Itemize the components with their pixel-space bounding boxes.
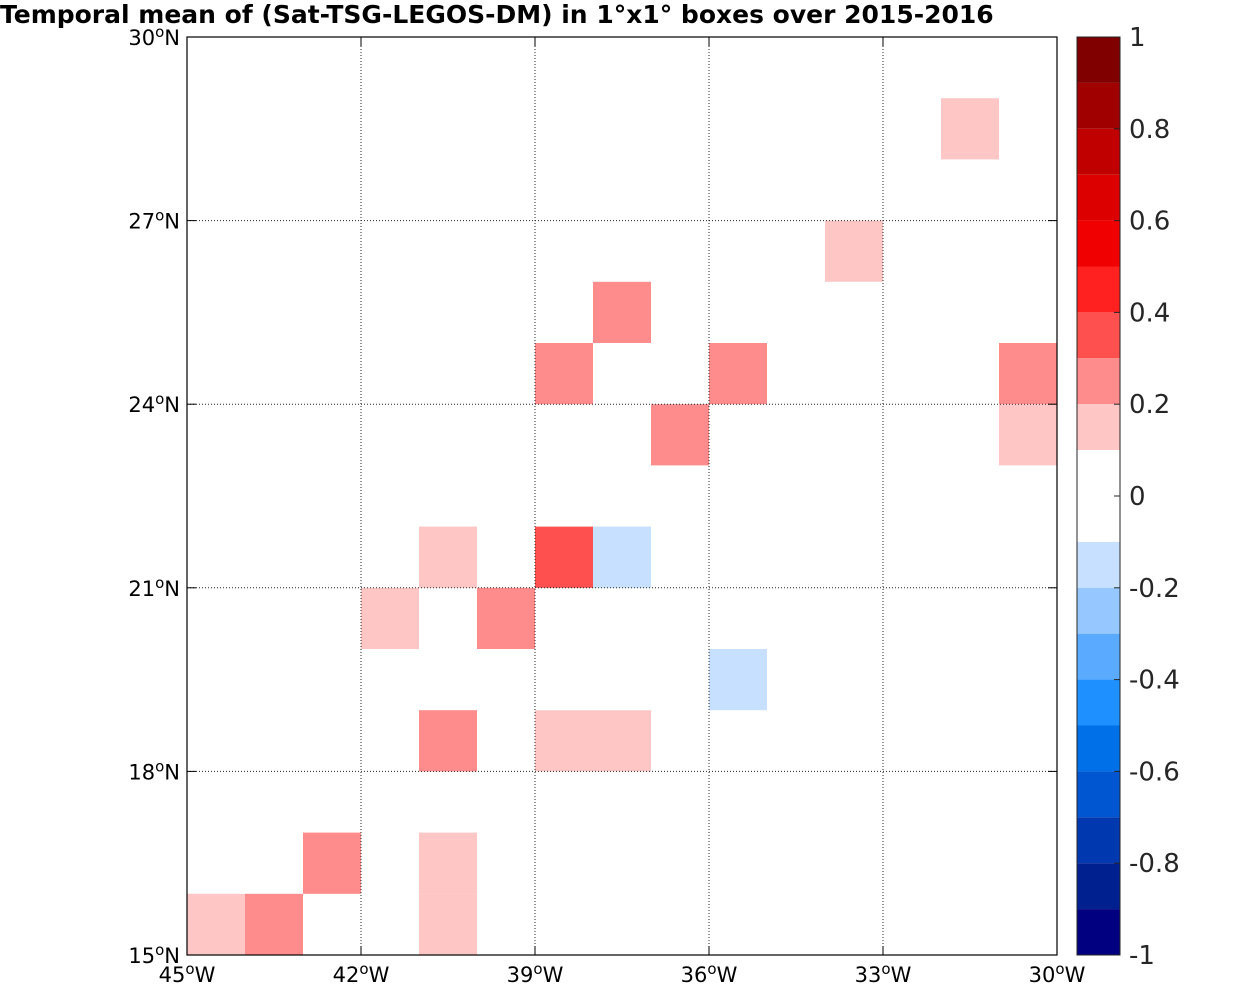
heatmap-cell: [593, 710, 651, 772]
heatmap-cell: [419, 832, 477, 894]
heatmap-cells: [187, 98, 1057, 955]
heatmap-cell: [535, 710, 593, 772]
heatmap-cell: [361, 587, 419, 649]
colorbar-tick-label: -0.6: [1129, 757, 1180, 787]
y-tick-label: 24oN: [128, 390, 180, 417]
colorbar-segment: [1077, 82, 1120, 129]
colorbar-segment: [1077, 725, 1120, 772]
x-tick-label: 42oW: [333, 960, 390, 984]
y-tick-label: 18oN: [128, 757, 180, 784]
colorbar-tick-label: -0.4: [1129, 666, 1180, 696]
y-tick-label: 30oN: [128, 23, 180, 50]
x-tick-labels: 45oW 42oW 39oW 36oW 33oW 30oW: [159, 960, 1086, 984]
x-tick-label: 39oW: [507, 960, 564, 984]
heatmap-cell: [419, 710, 477, 772]
x-tick-label: 45oW: [159, 960, 216, 984]
colorbar-segment: [1077, 128, 1120, 175]
x-tick-label: 33oW: [855, 960, 912, 984]
x-tick-label: 36oW: [681, 960, 738, 984]
colorbar-segment: [1077, 450, 1120, 542]
colorbar-segment: [1077, 771, 1120, 818]
heatmap-cell: [825, 220, 883, 282]
colorbar-tick-label: 0.2: [1129, 390, 1170, 420]
colorbar-tick-label: -0.2: [1129, 574, 1180, 604]
colorbar-tick-label: -0.8: [1129, 849, 1180, 879]
y-tick-label: 21oN: [128, 574, 180, 601]
y-tick-label: 27oN: [128, 207, 180, 234]
colorbar-segment: [1077, 541, 1120, 588]
colorbar-tick-label: 0: [1129, 482, 1146, 512]
colorbar-tick-label: 0.6: [1129, 207, 1170, 237]
chart-title: Temporal mean of (Sat-TSG-LEGOS-DM) in 1…: [0, 0, 994, 29]
heatmap-cell: [593, 526, 651, 588]
colorbar-segment: [1077, 909, 1120, 955]
heatmap-cell: [187, 893, 245, 955]
heatmap-cell: [709, 649, 767, 711]
colorbar-segment: [1077, 358, 1120, 405]
plot-frame: [186, 36, 1058, 956]
heatmap-cell: [535, 526, 593, 588]
heatmap-cell: [477, 587, 535, 649]
axis-ticks: [186, 36, 1058, 956]
heatmap-cell: [419, 526, 477, 588]
colorbar-segment: [1077, 266, 1120, 313]
colorbar-tick-label: 0.4: [1129, 298, 1170, 328]
colorbar-tick-labels: 1 0.8 0.6 0.4 0.2 0 -0.2 -0.4 -0.6 -0.8 -1: [1129, 23, 1180, 971]
colorbar-tick-label: -1: [1129, 941, 1155, 971]
colorbar-segment: [1077, 404, 1120, 451]
heatmap-cell: [419, 893, 477, 955]
colorbar-segment: [1077, 174, 1120, 221]
colorbar-segment: [1077, 817, 1120, 864]
colorbar-segment: [1077, 587, 1120, 634]
heatmap-cell: [709, 343, 767, 405]
x-tick-label: 30oW: [1029, 960, 1086, 984]
colorbar-segment: [1077, 37, 1120, 83]
colorbar-tick-label: 1: [1129, 23, 1146, 53]
heatmap-cell: [303, 832, 361, 894]
colorbar-segment: [1077, 633, 1120, 680]
y-tick-labels: 15oN 18oN 21oN 24oN 27oN 30oN: [128, 23, 180, 968]
heatmap-cell: [941, 98, 999, 160]
grid-lines: [187, 37, 1057, 955]
y-tick-label: 15oN: [128, 941, 180, 968]
colorbar-segment: [1077, 863, 1120, 910]
heatmap-cell: [535, 343, 593, 405]
heatmap-cell: [651, 404, 709, 466]
colorbar-segment: [1077, 312, 1120, 359]
heatmap-cell: [999, 343, 1057, 405]
colorbar: [1076, 36, 1121, 956]
heatmap-cell: [593, 281, 651, 343]
heatmap-cell: [245, 893, 303, 955]
heatmap-cell: [999, 404, 1057, 466]
colorbar-tick-label: 0.8: [1129, 115, 1170, 145]
colorbar-segment: [1077, 679, 1120, 726]
colorbar-segment: [1077, 220, 1120, 267]
